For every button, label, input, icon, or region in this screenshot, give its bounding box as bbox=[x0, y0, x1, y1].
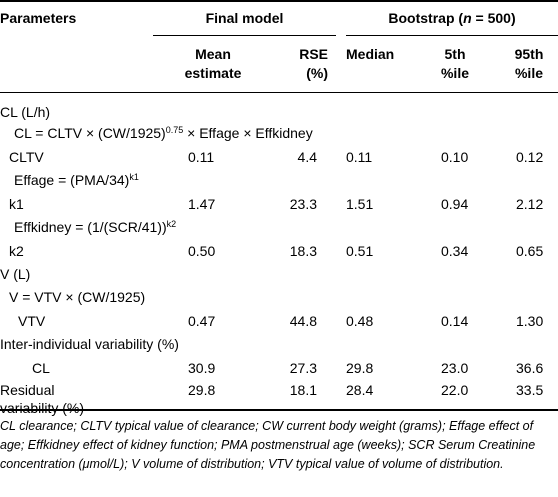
v-section-label: V (L) bbox=[0, 266, 31, 282]
header-bootstrap-suffix: = 500) bbox=[471, 10, 516, 26]
k1-mean: 1.47 bbox=[188, 196, 216, 212]
group-rule-bootstrap bbox=[346, 35, 558, 36]
top-rule bbox=[0, 0, 558, 2]
k1-rse: 23.3 bbox=[289, 196, 317, 212]
v-equation: V = VTV × (CW/1925) bbox=[9, 289, 146, 305]
cl-iiv-label: CL bbox=[32, 360, 50, 376]
header-mean-line2: estimate bbox=[184, 65, 242, 81]
cltv-p95: 0.12 bbox=[516, 149, 544, 165]
k2-median: 0.51 bbox=[346, 243, 374, 259]
k1-median: 1.51 bbox=[346, 196, 374, 212]
resid-p5: 22.0 bbox=[441, 382, 469, 398]
header-p5-line2: %ile bbox=[440, 65, 469, 81]
cl-iiv-rse: 27.3 bbox=[289, 360, 317, 376]
effkidney-equation-exponent: k2 bbox=[166, 219, 177, 229]
header-final-model: Final model bbox=[205, 10, 284, 26]
k2-label: k2 bbox=[9, 243, 24, 259]
header-bootstrap: Bootstrap (n = 500) bbox=[346, 10, 558, 27]
effage-equation-exponent: k1 bbox=[129, 172, 139, 182]
vtv-p5: 0.14 bbox=[441, 313, 469, 329]
cl-section-label: CL (L/h) bbox=[0, 104, 51, 120]
cltv-p5: 0.10 bbox=[441, 149, 469, 165]
vtv-label: VTV bbox=[18, 313, 46, 329]
header-p95-line2: %ile bbox=[514, 65, 543, 81]
cl-iiv-p5: 23.0 bbox=[441, 360, 469, 376]
resid-label-line2: variability (%) bbox=[0, 400, 85, 416]
effkidney-equation-main: Effkidney = (1/(SCR/41)) bbox=[14, 219, 167, 235]
iiv-label: Inter-individual variability (%) bbox=[0, 336, 179, 352]
header-mean-line1: Mean bbox=[195, 46, 231, 62]
cl-equation-main: CL = CLTV × (CW/1925) bbox=[14, 125, 166, 141]
cltv-mean: 0.11 bbox=[188, 149, 215, 165]
vtv-rse: 44.8 bbox=[289, 313, 317, 329]
k2-mean: 0.50 bbox=[188, 243, 216, 259]
effage-equation-main: Effage = (PMA/34) bbox=[14, 172, 130, 188]
vtv-p95: 1.30 bbox=[516, 313, 544, 329]
k1-p95: 2.12 bbox=[516, 196, 544, 212]
k2-p95: 0.65 bbox=[516, 243, 544, 259]
cl-iiv-p95: 36.6 bbox=[516, 360, 544, 376]
resid-median: 28.4 bbox=[346, 382, 374, 398]
cl-equation: CL = CLTV × (CW/1925)0.75 × Effage × Eff… bbox=[14, 125, 313, 142]
header-p95-line1: 95th bbox=[514, 46, 544, 62]
cl-iiv-mean: 30.9 bbox=[188, 360, 216, 376]
cl-equation-tail: × Effage × Effkidney bbox=[183, 125, 313, 141]
header-p5-line1: 5th bbox=[444, 46, 466, 62]
k1-p5: 0.94 bbox=[441, 196, 469, 212]
resid-p95: 33.5 bbox=[516, 382, 544, 398]
cltv-median: 0.11 bbox=[346, 149, 373, 165]
cl-iiv-median: 29.8 bbox=[346, 360, 374, 376]
header-parameters: Parameters bbox=[0, 10, 77, 26]
k2-p5: 0.34 bbox=[441, 243, 469, 259]
effage-equation: Effage = (PMA/34)k1 bbox=[14, 172, 139, 189]
effkidney-equation: Effkidney = (1/(SCR/41))k2 bbox=[14, 219, 176, 236]
group-rule-final-model bbox=[153, 35, 336, 36]
header-rse-line2: (%) bbox=[306, 65, 328, 81]
header-rse-line1: RSE bbox=[299, 46, 328, 62]
k1-label: k1 bbox=[9, 196, 24, 212]
resid-label-line1: Residual bbox=[0, 382, 55, 398]
table-footnote: CL clearance; CLTV typical value of clea… bbox=[0, 419, 536, 471]
resid-mean: 29.8 bbox=[188, 382, 216, 398]
vtv-mean: 0.47 bbox=[188, 313, 216, 329]
vtv-median: 0.48 bbox=[346, 313, 374, 329]
cl-equation-exponent: 0.75 bbox=[165, 125, 184, 135]
header-bottom-rule bbox=[0, 92, 558, 93]
table-bottom-rule bbox=[0, 409, 558, 411]
cltv-label: CLTV bbox=[9, 149, 44, 165]
cltv-rse: 4.4 bbox=[297, 149, 317, 165]
header-bootstrap-prefix: Bootstrap ( bbox=[388, 10, 464, 26]
header-median: Median bbox=[346, 46, 395, 62]
header-bootstrap-n: n bbox=[463, 10, 472, 26]
resid-rse: 18.1 bbox=[289, 382, 317, 398]
k2-rse: 18.3 bbox=[289, 243, 317, 259]
